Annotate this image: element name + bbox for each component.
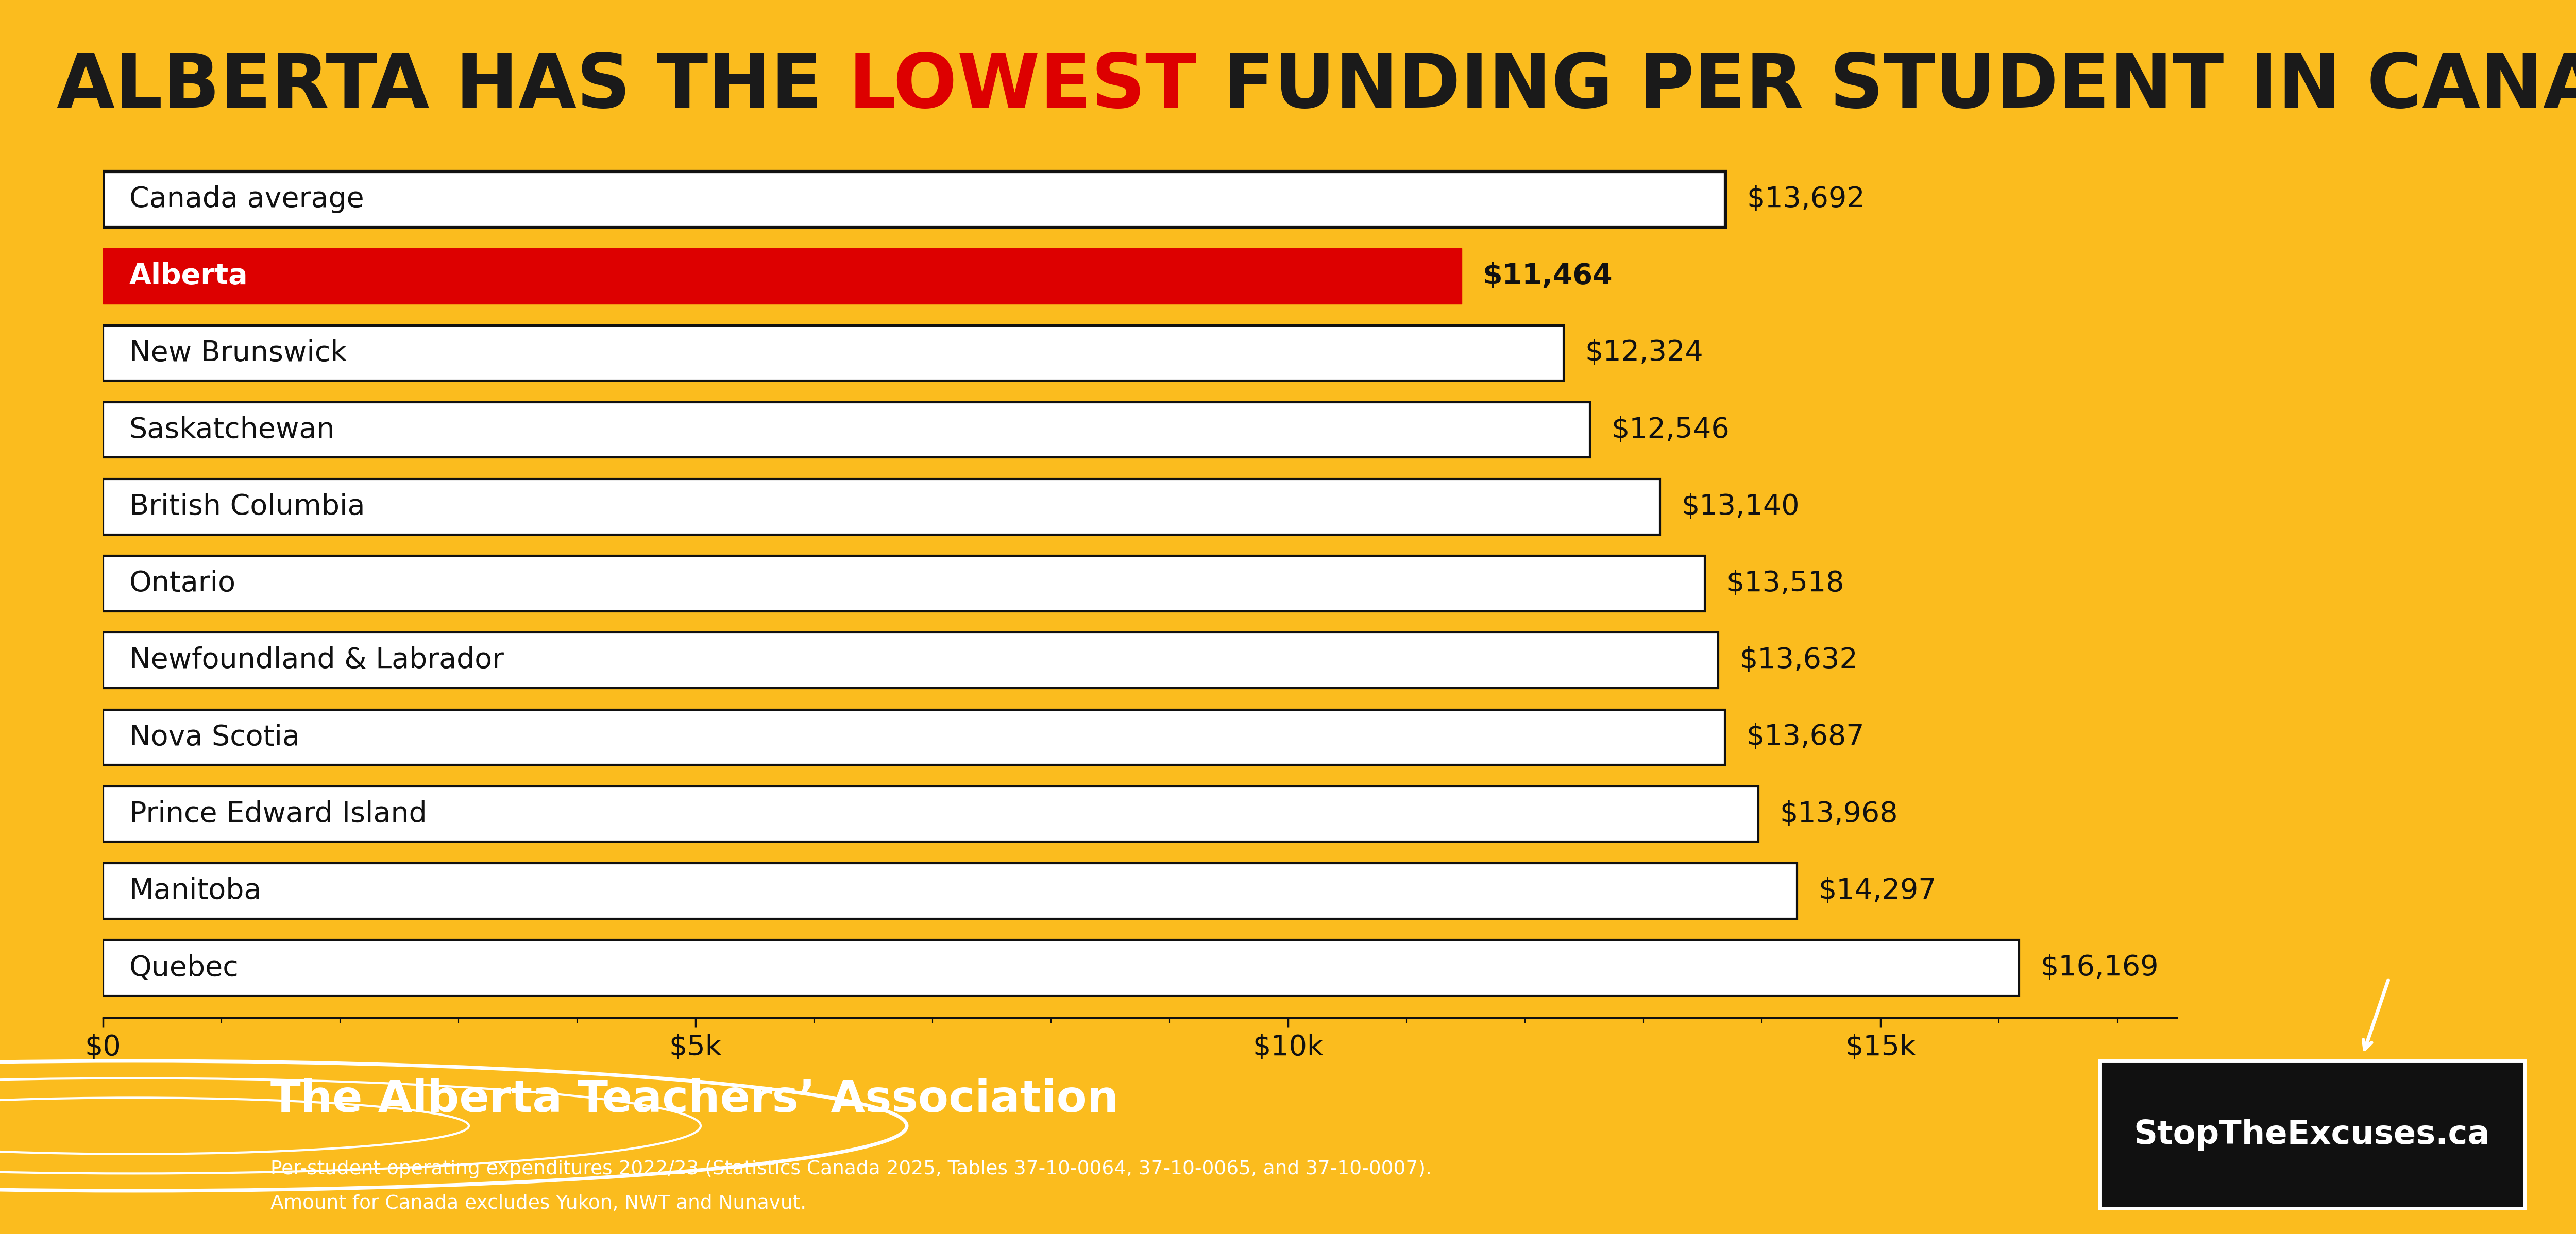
Text: Quebec: Quebec <box>129 954 240 981</box>
Text: FUNDING PER STUDENT IN CANADA: FUNDING PER STUDENT IN CANADA <box>1198 51 2576 123</box>
Bar <box>103 864 1798 918</box>
Bar <box>103 633 1718 689</box>
Text: $13,968: $13,968 <box>1780 800 1899 828</box>
Bar <box>103 479 1659 534</box>
Text: $13,518: $13,518 <box>1726 570 1844 597</box>
Text: ALBERTA HAS THE: ALBERTA HAS THE <box>57 51 848 123</box>
Text: $14,297: $14,297 <box>1819 877 1937 905</box>
Text: $13,687: $13,687 <box>1747 723 1865 752</box>
Text: Ontario: Ontario <box>129 570 237 597</box>
Bar <box>103 402 1589 458</box>
Text: Nova Scotia: Nova Scotia <box>129 723 299 752</box>
Text: New Brunswick: New Brunswick <box>129 339 348 366</box>
Bar <box>103 248 1461 304</box>
Text: $13,692: $13,692 <box>1747 185 1865 213</box>
Text: Newfoundland & Labrador: Newfoundland & Labrador <box>129 647 505 674</box>
Bar <box>103 555 1705 611</box>
Text: Per-student operating expenditures 2022/23 (Statistics Canada 2025, Tables 37-10: Per-student operating expenditures 2022/… <box>270 1160 1432 1178</box>
Text: Prince Edward Island: Prince Edward Island <box>129 800 428 828</box>
Text: The Alberta Teachers’ Association: The Alberta Teachers’ Association <box>270 1079 1118 1122</box>
Text: $12,546: $12,546 <box>1610 416 1728 444</box>
Text: British Columbia: British Columbia <box>129 492 366 521</box>
Text: $13,140: $13,140 <box>1682 492 1801 521</box>
Bar <box>103 172 1726 227</box>
Text: $11,464: $11,464 <box>1484 263 1613 290</box>
Bar <box>103 326 1564 380</box>
Text: StopTheExcuses.ca: StopTheExcuses.ca <box>2133 1118 2491 1150</box>
Bar <box>103 786 1759 842</box>
Text: LOWEST: LOWEST <box>848 51 1198 123</box>
Text: Manitoba: Manitoba <box>129 877 263 905</box>
FancyBboxPatch shape <box>2099 1061 2524 1208</box>
Text: Saskatchewan: Saskatchewan <box>129 416 335 444</box>
Bar <box>103 710 1726 765</box>
Text: Amount for Canada excludes Yukon, NWT and Nunavut.: Amount for Canada excludes Yukon, NWT an… <box>270 1195 806 1213</box>
Text: $13,632: $13,632 <box>1739 647 1857 674</box>
Bar <box>103 940 2020 996</box>
Text: Alberta: Alberta <box>129 263 247 290</box>
Text: $12,324: $12,324 <box>1584 339 1703 366</box>
Text: $16,169: $16,169 <box>2040 954 2159 981</box>
Text: Canada average: Canada average <box>129 185 363 213</box>
